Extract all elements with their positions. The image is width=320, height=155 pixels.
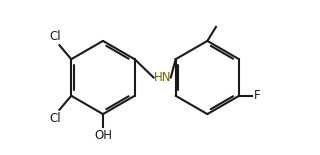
Text: Cl: Cl: [49, 112, 61, 125]
Text: HN: HN: [153, 71, 171, 84]
Text: OH: OH: [94, 129, 112, 142]
Text: Cl: Cl: [49, 30, 61, 43]
Text: F: F: [254, 89, 260, 102]
